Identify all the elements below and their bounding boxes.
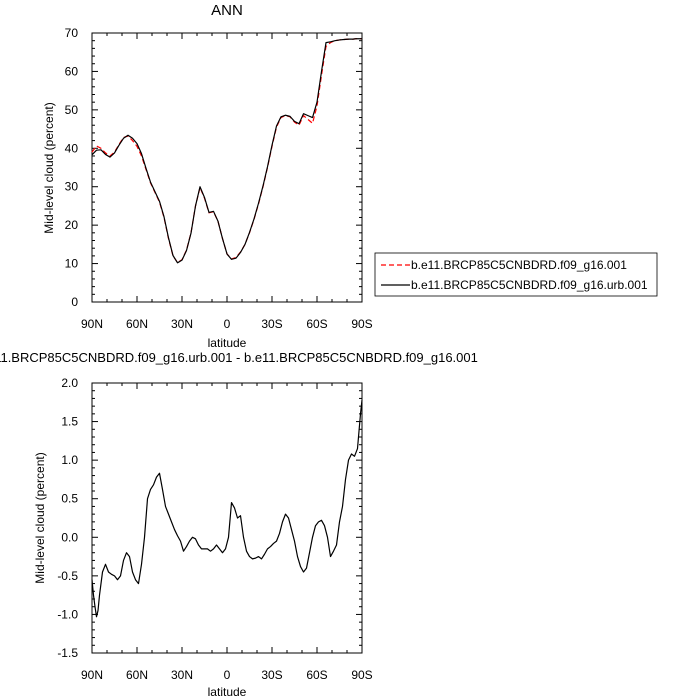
top-x-tick-label: 90S (351, 317, 372, 331)
top-y-tick-label: 20 (65, 218, 79, 232)
top-chart-title: ANN (211, 2, 243, 19)
bottom-x-tick-label: 60S (306, 668, 327, 682)
bottom-x-tick-label: 30N (171, 668, 193, 682)
top-y-tick-label: 50 (65, 103, 79, 117)
top-y-tick-label: 40 (65, 141, 79, 155)
bottom-y-tick-label: 1.0 (61, 453, 78, 467)
legend-label-series-1: b.e11.BRCP85C5CNBDRD.f09_g16.001 (411, 258, 627, 272)
legend: b.e11.BRCP85C5CNBDRD.f09_g16.001 b.e11.B… (374, 252, 658, 297)
bottom-y-tick-label: -1.5 (57, 646, 78, 660)
top-series-line-2 (91, 38, 362, 264)
bottom-y-tick-label: -1.0 (57, 607, 78, 621)
top-y-tick-label: 30 (65, 180, 79, 194)
bottom-y-tick-label: 1.5 (61, 415, 78, 429)
legend-label-series-2: b.e11.BRCP85C5CNBDRD.f09_g16.urb.001 (411, 278, 648, 292)
top-y-tick-label: 10 (65, 257, 79, 271)
top-y-axis-label: Mid-level cloud (percent) (42, 102, 56, 233)
top-y-tick-label: 60 (65, 64, 79, 78)
bottom-plot-frame (91, 382, 363, 654)
bottom-x-tick-label: 90S (351, 668, 372, 682)
bottom-y-tick-label: 0.0 (61, 530, 78, 544)
top-panel: ANN Mid-level cloud (percent) latitude 9… (42, 2, 373, 350)
bottom-x-tick-label: 30S (261, 668, 282, 682)
top-x-tick-label: 30S (261, 317, 282, 331)
bottom-chart-title: b.e11.BRCP85C5CNBDRD.f09_g16.urb.001 - b… (0, 350, 478, 365)
bottom-series-line-1 (91, 399, 363, 618)
top-y-tick-label: 0 (71, 295, 78, 309)
bottom-y-tick-label: -0.5 (57, 569, 78, 583)
bottom-panel: b.e11.BRCP85C5CNBDRD.f09_g16.urb.001 - b… (0, 350, 478, 699)
top-x-tick-label: 60N (126, 317, 148, 331)
top-x-tick-label: 30N (171, 317, 193, 331)
bottom-x-tick-label: 60N (126, 668, 148, 682)
bottom-x-axis-label: latitude (208, 685, 247, 699)
bottom-y-axis-label: Mid-level cloud (percent) (33, 452, 47, 583)
top-x-tick-label: 0 (224, 317, 231, 331)
bottom-y-tick-label: 0.5 (61, 492, 78, 506)
top-x-tick-label: 90N (81, 317, 103, 331)
top-x-axis-label: latitude (208, 336, 247, 350)
top-x-tick-label: 60S (306, 317, 327, 331)
legend-box (374, 252, 658, 297)
bottom-y-tick-label: 2.0 (61, 376, 78, 390)
bottom-x-tick-label: 0 (224, 668, 231, 682)
top-y-tick-label: 70 (65, 26, 79, 40)
bottom-x-tick-label: 90N (81, 668, 103, 682)
